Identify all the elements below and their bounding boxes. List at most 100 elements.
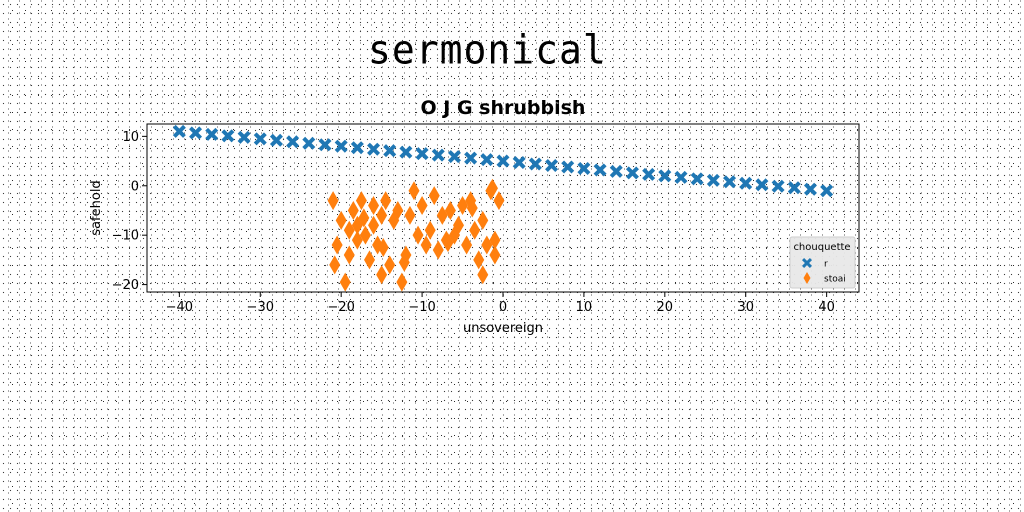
legend-title: chouquette xyxy=(793,242,850,253)
data-point-stoai xyxy=(453,215,464,235)
data-point-r xyxy=(221,129,235,143)
data-point-stoai xyxy=(473,250,485,270)
data-point-r xyxy=(286,135,300,149)
x-tick-label: 40 xyxy=(818,300,835,315)
data-point-r xyxy=(253,132,267,146)
data-point-stoai xyxy=(376,265,388,285)
x-tick-label: 0 xyxy=(499,300,507,315)
y-axis-label: safehold xyxy=(89,180,104,235)
data-point-r xyxy=(302,136,316,150)
data-point-r xyxy=(512,156,526,170)
data-point-r xyxy=(609,164,623,178)
data-point-stoai xyxy=(432,240,444,260)
data-point-stoai xyxy=(461,235,473,255)
legend-label-stoai: stoai xyxy=(824,275,846,285)
y-tick-label: −20 xyxy=(112,278,139,293)
data-point-r xyxy=(674,170,688,184)
data-point-r xyxy=(480,153,494,167)
data-point-stoai xyxy=(377,238,389,258)
data-point-stoai xyxy=(420,235,432,255)
data-point-stoai xyxy=(380,191,392,211)
data-point-stoai xyxy=(466,198,478,218)
x-tick-label: −40 xyxy=(166,300,193,315)
data-point-stoai xyxy=(392,200,404,220)
x-tick-label: −10 xyxy=(408,300,435,315)
data-point-stoai xyxy=(477,265,489,285)
data-point-r xyxy=(690,172,704,186)
data-point-stoai xyxy=(358,208,370,228)
data-point-stoai xyxy=(489,230,501,250)
data-point-stoai xyxy=(355,191,367,211)
plot-area xyxy=(172,124,834,292)
data-point-r xyxy=(706,173,720,187)
data-point-stoai xyxy=(339,272,351,292)
data-point-stoai xyxy=(416,196,428,216)
data-point-r xyxy=(787,181,801,195)
data-point-stoai xyxy=(327,191,339,211)
axis-ticks: −40 −30 −20 −10 0 10 20 30 40 10 0 −10 −20 xyxy=(112,130,835,315)
data-point-r xyxy=(350,141,364,155)
data-point-r xyxy=(334,139,348,153)
data-point-stoai xyxy=(335,210,347,230)
data-point-r xyxy=(625,166,639,180)
data-point-stoai xyxy=(396,272,408,292)
data-point-stoai xyxy=(428,186,440,206)
data-point-r xyxy=(528,157,542,171)
data-point-r xyxy=(172,124,186,138)
data-point-r xyxy=(431,148,445,162)
page-heading: sermonical xyxy=(368,26,607,74)
x-tick-label: 10 xyxy=(576,300,593,315)
data-point-r xyxy=(269,133,283,147)
data-point-r xyxy=(561,160,575,174)
data-point-r xyxy=(496,154,510,168)
legend-marker-stoai xyxy=(803,272,811,284)
data-point-r xyxy=(755,178,769,192)
data-point-r xyxy=(399,145,413,159)
data-point-stoai xyxy=(359,225,371,245)
data-point-r xyxy=(447,150,461,164)
data-point-r xyxy=(464,151,478,165)
data-point-r xyxy=(803,182,817,196)
data-point-stoai xyxy=(329,255,341,275)
x-tick-label: 20 xyxy=(657,300,674,315)
legend: chouquette r stoai xyxy=(789,236,856,289)
data-point-stoai xyxy=(364,250,375,270)
data-point-stoai xyxy=(343,245,355,265)
data-point-r xyxy=(577,161,591,175)
data-point-stoai xyxy=(331,235,343,255)
data-point-stoai xyxy=(412,225,424,245)
y-tick-label: 0 xyxy=(131,179,139,194)
data-point-r xyxy=(367,142,381,156)
data-point-stoai xyxy=(368,196,380,216)
data-point-stoai xyxy=(442,233,454,253)
legend-label-r: r xyxy=(824,260,828,270)
data-point-stoai xyxy=(486,178,498,198)
x-tick-label: −30 xyxy=(247,300,274,315)
axes-frame xyxy=(146,123,860,293)
data-point-r xyxy=(545,159,559,173)
y-tick-label: −10 xyxy=(112,229,139,244)
data-point-stoai xyxy=(368,215,380,235)
x-tick-label: −20 xyxy=(327,300,354,315)
chart-title: O J G shrubbish xyxy=(421,97,586,119)
data-point-r xyxy=(415,147,429,161)
data-point-stoai xyxy=(424,220,436,240)
data-point-stoai xyxy=(444,200,456,220)
data-point-stoai xyxy=(408,181,420,201)
data-point-r xyxy=(739,176,753,190)
data-point-r xyxy=(723,175,737,189)
data-point-stoai xyxy=(493,191,505,211)
data-point-r xyxy=(658,169,672,183)
x-tick-label: 30 xyxy=(737,300,754,315)
data-point-r xyxy=(593,163,607,177)
data-point-r xyxy=(189,126,203,140)
data-point-stoai xyxy=(489,245,501,265)
data-point-r xyxy=(771,179,785,193)
data-point-stoai xyxy=(404,205,416,225)
data-point-r xyxy=(642,167,656,181)
data-point-r xyxy=(383,144,397,158)
data-point-r xyxy=(237,130,251,144)
data-point-r xyxy=(318,138,332,152)
data-point-r xyxy=(820,184,834,198)
